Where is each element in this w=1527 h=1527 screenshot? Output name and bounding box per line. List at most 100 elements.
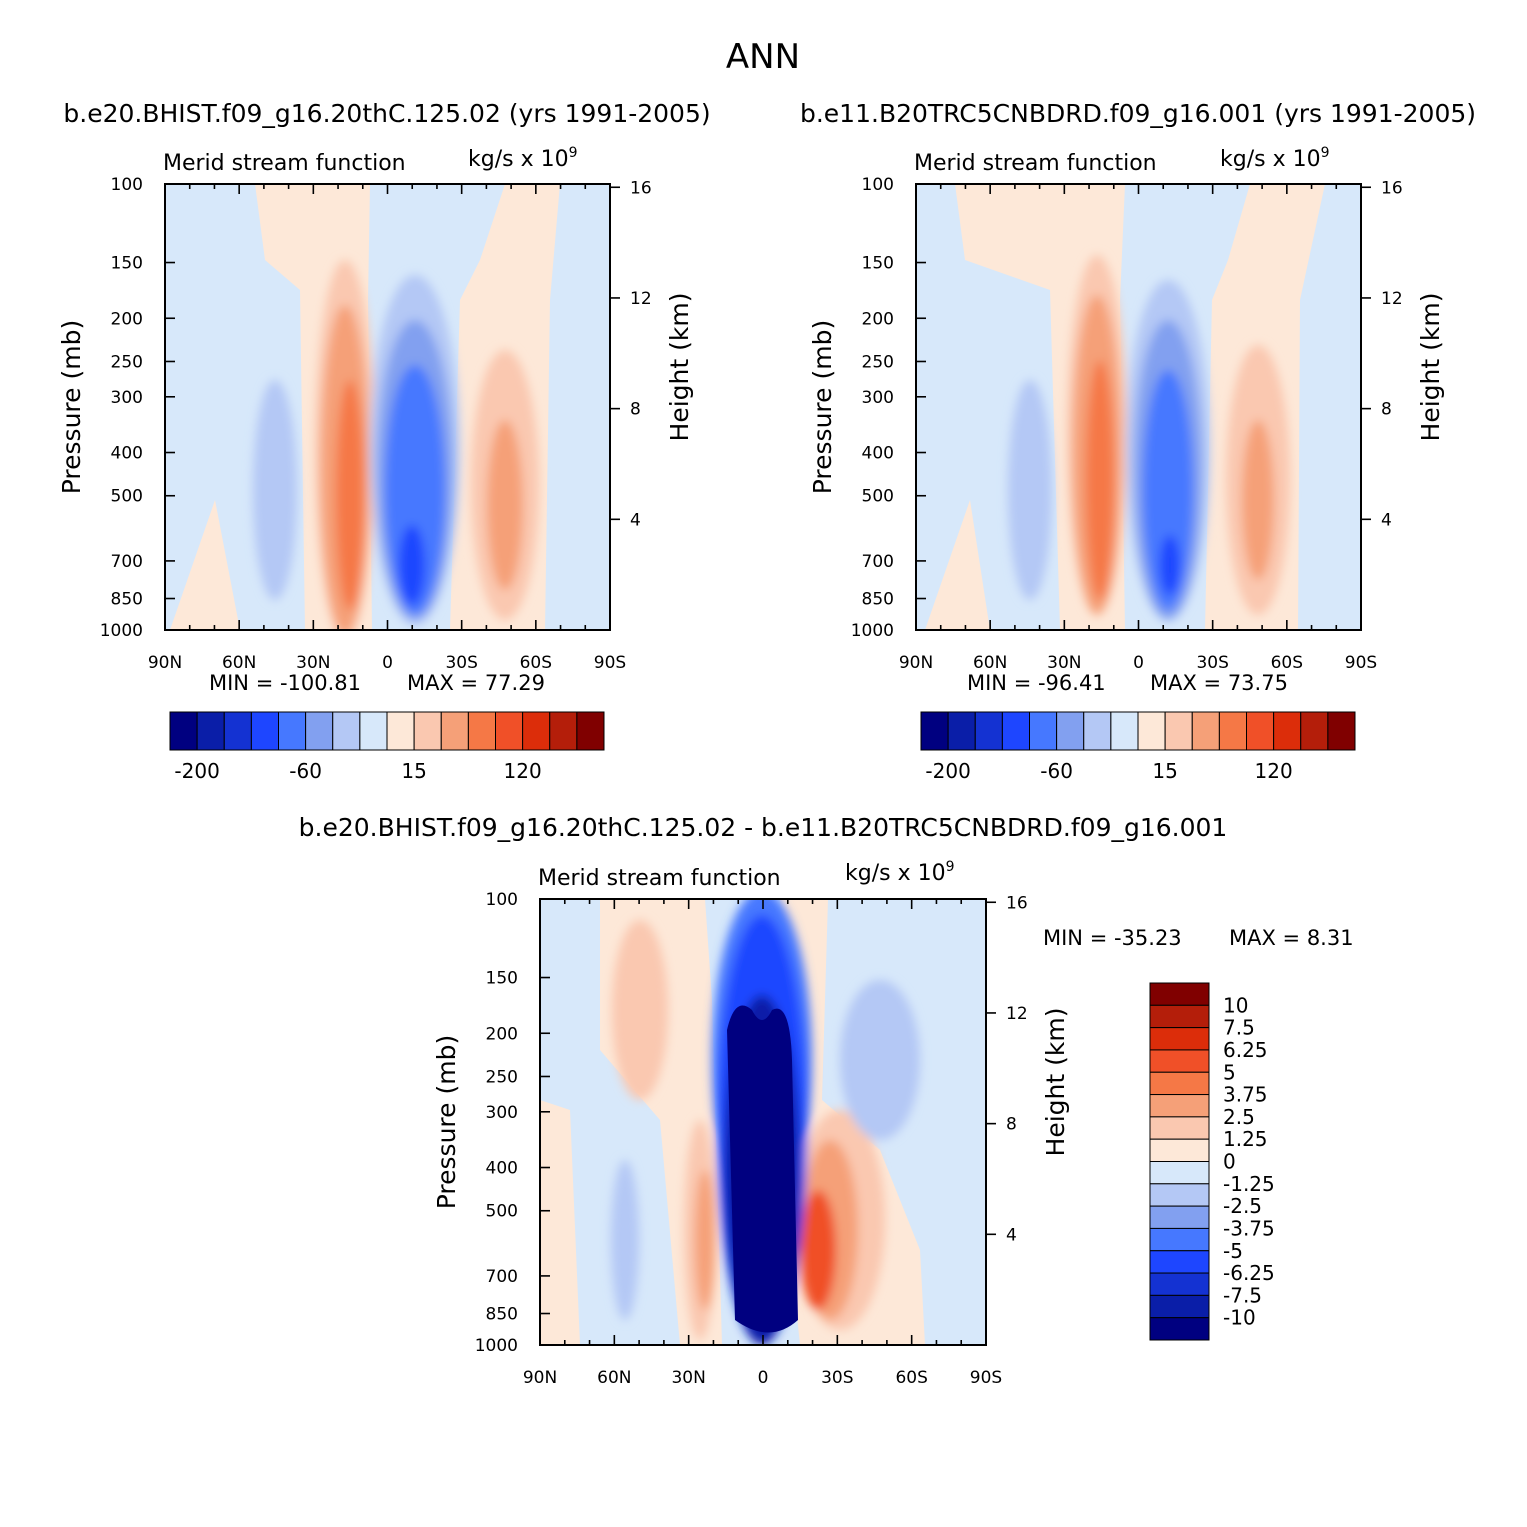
y-right-tick-label: 16 <box>1381 178 1403 198</box>
y-axis-label: Pressure (mb) <box>808 320 837 494</box>
panel-b-colorbar: -200 -60 15 120 <box>920 711 1356 783</box>
panel-c-max: MAX = 8.31 <box>1229 926 1354 950</box>
y-tick-label: 300 <box>111 388 143 408</box>
x-tick-label: 90S <box>594 653 626 673</box>
colorbar-swatch <box>1149 1116 1210 1140</box>
x-tick-label: 90N <box>523 1368 557 1388</box>
y-tick-label: 500 <box>111 487 143 507</box>
x-tick-label: 0 <box>758 1368 769 1388</box>
y-tick-label: 500 <box>862 487 894 507</box>
panel-b-axes: 90N 60N 30N 0 30S 60S 90S 100 150 200 250 300 400 500… <box>808 175 1445 673</box>
colorbar-swatch <box>223 711 252 751</box>
colorbar-swatch <box>920 711 949 751</box>
colorbar-swatch <box>440 711 469 751</box>
colorbar-swatch <box>495 711 524 751</box>
y-tick-label: 250 <box>862 352 894 372</box>
colorbar-label: -10 <box>1223 1306 1256 1330</box>
colorbar-label: -5 <box>1223 1239 1243 1263</box>
colorbar-label: -1.25 <box>1223 1172 1275 1196</box>
x-tick-label: 90S <box>970 1368 1002 1388</box>
panel-c-subtitle: Merid stream function <box>538 866 781 891</box>
y-tick-label: 500 <box>486 1202 518 1222</box>
y-right-tick-label: 4 <box>630 510 641 530</box>
colorbar-label: -7.5 <box>1223 1283 1262 1307</box>
panel-b-field <box>916 184 1361 630</box>
colorbar-label: -2.5 <box>1223 1194 1262 1218</box>
x-tick-label: 30N <box>1047 653 1081 673</box>
y-tick-label: 300 <box>486 1103 518 1123</box>
y-tick-label: 200 <box>486 1024 518 1044</box>
panel-c-title: b.e20.BHIST.f09_g16.20thC.125.02 - b.e11… <box>299 813 1228 842</box>
y-right-tick-label: 8 <box>630 400 641 420</box>
colorbar-swatch <box>1149 982 1210 1006</box>
y-tick-label: 400 <box>486 1159 518 1179</box>
panel-c-colorbar: 107.56.2553.752.51.250-1.25-2.5-3.75-5-6… <box>1149 982 1275 1341</box>
colorbar-swatch <box>1273 711 1302 751</box>
colorbar-label: -60 <box>289 759 322 783</box>
y-right-tick-label: 8 <box>1381 400 1392 420</box>
panel-a-title: b.e20.BHIST.f09_g16.20thC.125.02 (yrs 19… <box>63 99 710 128</box>
x-tick-label: 90N <box>899 653 933 673</box>
panel-b-max: MAX = 73.75 <box>1150 671 1288 695</box>
y-tick-label: 700 <box>111 552 143 572</box>
y-axis-label: Pressure (mb) <box>57 320 86 494</box>
y-right-tick-label: 12 <box>1006 1004 1028 1024</box>
panel-a-max: MAX = 77.29 <box>407 671 545 695</box>
colorbar-swatch <box>278 711 307 751</box>
x-tick-label: 30N <box>296 653 330 673</box>
y-tick-label: 400 <box>862 444 894 464</box>
panel-a: Merid stream function kg/s x 109 90N 60N 3… <box>57 145 694 783</box>
colorbar-swatch <box>1149 1272 1210 1296</box>
colorbar-label: 7.5 <box>1223 1016 1255 1040</box>
x-tick-label: 0 <box>1133 653 1144 673</box>
colorbar-swatch <box>1149 1183 1210 1207</box>
figure-title: ANN <box>726 37 800 77</box>
x-tick-label: 30S <box>445 653 477 673</box>
y-tick-label: 100 <box>111 175 143 195</box>
colorbar-swatch <box>522 711 551 751</box>
y-right-axis-label: Height (km) <box>1041 1008 1070 1157</box>
colorbar-swatch <box>1327 711 1356 751</box>
colorbar-swatch <box>1149 1294 1210 1319</box>
panel-a-units: kg/s x 109 <box>468 145 578 172</box>
colorbar-swatch <box>169 711 198 751</box>
y-tick-label: 150 <box>111 254 143 274</box>
colorbar-swatch <box>1149 1317 1210 1341</box>
colorbar-swatch <box>1149 1161 1210 1185</box>
y-tick-label: 150 <box>486 969 518 989</box>
colorbar-swatch <box>947 711 976 751</box>
colorbar-label: 10 <box>1223 993 1248 1017</box>
x-tick-label: 90N <box>148 653 182 673</box>
y-tick-label: 100 <box>486 890 518 910</box>
y-tick-label: 850 <box>486 1305 518 1325</box>
x-tick-label: 60N <box>973 653 1007 673</box>
x-tick-label: 30N <box>671 1368 705 1388</box>
colorbar-swatch <box>1137 711 1166 751</box>
x-tick-label: 60N <box>222 653 256 673</box>
colorbar-swatch <box>332 711 361 751</box>
y-tick-label: 200 <box>111 309 143 329</box>
colorbar-label: 15 <box>401 759 426 783</box>
colorbar-label: 0 <box>1223 1150 1236 1174</box>
y-tick-label: 850 <box>111 590 143 610</box>
colorbar-swatch <box>1149 1004 1210 1029</box>
colorbar-swatch <box>386 711 415 751</box>
colorbar-label: 5 <box>1223 1060 1236 1084</box>
y-tick-label: 1000 <box>100 621 143 641</box>
colorbar-swatch <box>1083 711 1112 751</box>
colorbar-swatch <box>1149 1027 1210 1051</box>
colorbar-label: 2.5 <box>1223 1105 1255 1129</box>
y-axis-label: Pressure (mb) <box>432 1035 461 1209</box>
y-tick-label: 700 <box>862 552 894 572</box>
y-right-axis-label: Height (km) <box>665 293 694 442</box>
colorbar-label: -200 <box>174 759 219 783</box>
panel-a-subtitle: Merid stream function <box>163 151 406 176</box>
x-tick-label: 60S <box>1271 653 1303 673</box>
x-tick-label: 30S <box>821 1368 853 1388</box>
colorbar-swatch <box>1056 711 1085 751</box>
colorbar-swatch <box>413 711 442 751</box>
colorbar-label: -3.75 <box>1223 1216 1275 1240</box>
panel-b-title: b.e11.B20TRC5CNBDRD.f09_g16.001 (yrs 199… <box>800 99 1476 128</box>
y-tick-label: 250 <box>111 352 143 372</box>
